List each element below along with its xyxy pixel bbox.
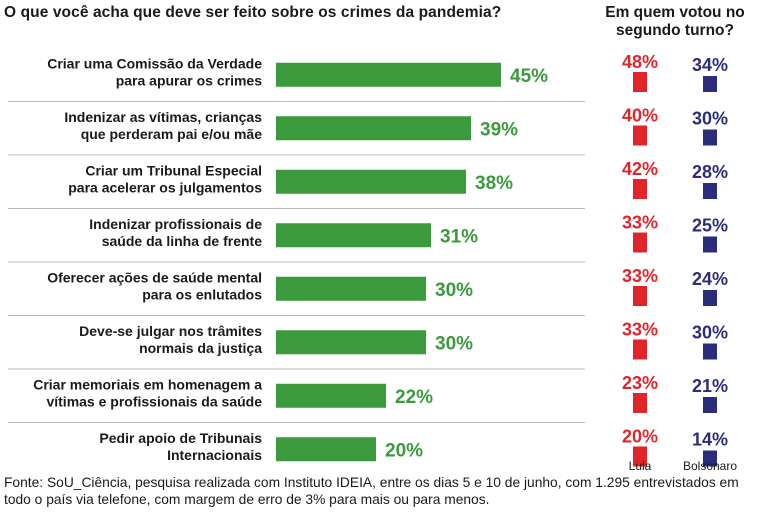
bar-value-label: 22% bbox=[395, 387, 433, 408]
lula-marker bbox=[633, 232, 647, 253]
lula-value-label: 33% bbox=[622, 320, 658, 340]
bar bbox=[276, 169, 466, 194]
bar-value-label: 31% bbox=[440, 226, 478, 247]
bar bbox=[276, 383, 386, 408]
category-label: Indenizar as vítimas, crianças bbox=[64, 109, 262, 125]
lula-marker bbox=[633, 286, 647, 306]
category-label: vítimas e profissionais da saúde bbox=[46, 393, 262, 409]
bolsonaro-marker bbox=[703, 129, 717, 146]
category-label: Indenizar profissionais de bbox=[89, 216, 262, 232]
lula-series-label: Lula bbox=[629, 459, 652, 470]
bolsonaro-marker bbox=[703, 343, 717, 360]
bar-value-label: 45% bbox=[510, 66, 548, 87]
bar bbox=[276, 223, 431, 248]
category-label: Deve-se julgar nos trâmites bbox=[79, 323, 262, 339]
category-label: Pedir apoio de Tribunais bbox=[99, 430, 262, 446]
category-label: para acelerar os julgamentos bbox=[68, 179, 262, 195]
category-label: Oferecer ações de saúde mental bbox=[47, 269, 262, 285]
chart-title: O que você acha que deve ser feito sobre… bbox=[4, 4, 502, 21]
lula-value-label: 20% bbox=[622, 427, 658, 447]
bolsonaro-value-label: 24% bbox=[692, 269, 728, 289]
category-label: Internacionais bbox=[167, 447, 262, 463]
bolsonaro-value-label: 30% bbox=[692, 323, 728, 343]
bolsonaro-value-label: 25% bbox=[692, 216, 728, 236]
bolsonaro-value-label: 30% bbox=[692, 109, 728, 129]
bar bbox=[276, 116, 471, 141]
bolsonaro-value-label: 21% bbox=[692, 376, 728, 396]
bar-value-label: 20% bbox=[385, 440, 423, 461]
source-note: Fonte: SoU_Ciência, pesquisa realizada c… bbox=[4, 475, 739, 507]
lula-marker bbox=[633, 125, 647, 146]
lula-value-label: 42% bbox=[622, 159, 658, 179]
category-label: saúde da linha de frente bbox=[102, 233, 262, 249]
bolsonaro-marker bbox=[703, 290, 717, 306]
lula-marker bbox=[633, 339, 647, 360]
category-label: Criar memoriais em homenagem a bbox=[33, 376, 262, 392]
category-label: Criar uma Comissão da Verdade bbox=[47, 55, 262, 71]
lula-marker bbox=[633, 72, 647, 92]
lula-value-label: 40% bbox=[622, 106, 658, 126]
bolsonaro-marker bbox=[703, 450, 717, 467]
bolsonaro-series-label: Bolsonaro bbox=[683, 459, 737, 470]
category-label: Criar um Tribunal Especial bbox=[85, 162, 262, 178]
bolsonaro-marker bbox=[703, 236, 717, 253]
bar-value-label: 30% bbox=[435, 333, 473, 354]
category-label: que perderam pai e/ou mãe bbox=[81, 126, 262, 142]
bolsonaro-value-label: 34% bbox=[692, 55, 728, 75]
bar bbox=[276, 437, 376, 462]
lula-value-label: 48% bbox=[622, 52, 658, 72]
bolsonaro-marker bbox=[703, 397, 717, 413]
bolsonaro-marker bbox=[703, 76, 717, 92]
bar-value-label: 30% bbox=[435, 280, 473, 301]
category-label: para os enlutados bbox=[142, 286, 262, 302]
bar-value-label: 39% bbox=[480, 119, 518, 140]
lula-marker bbox=[633, 179, 647, 199]
bar bbox=[276, 330, 426, 355]
category-label: normais da justiça bbox=[139, 340, 262, 356]
lula-marker bbox=[633, 393, 647, 413]
breakdown-header: Em quem votou no segundo turno? bbox=[605, 4, 745, 39]
bar-value-label: 38% bbox=[475, 173, 513, 194]
bolsonaro-value-label: 28% bbox=[692, 162, 728, 182]
lula-marker bbox=[633, 446, 647, 467]
lula-value-label: 33% bbox=[622, 266, 658, 286]
lula-value-label: 33% bbox=[622, 213, 658, 233]
lula-value-label: 23% bbox=[622, 373, 658, 393]
bar bbox=[276, 276, 426, 301]
bolsonaro-marker bbox=[703, 183, 717, 199]
bar bbox=[276, 62, 501, 87]
category-label: para apurar os crimes bbox=[116, 72, 263, 88]
bolsonaro-value-label: 14% bbox=[692, 430, 728, 450]
